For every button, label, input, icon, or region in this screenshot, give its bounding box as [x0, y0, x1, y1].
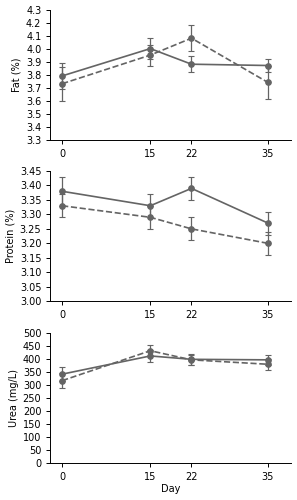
Y-axis label: Urea (mg/L): Urea (mg/L) [9, 368, 18, 426]
Y-axis label: Fat (%): Fat (%) [12, 58, 22, 92]
X-axis label: Day: Day [161, 484, 181, 494]
Y-axis label: Protein (%): Protein (%) [6, 209, 15, 263]
